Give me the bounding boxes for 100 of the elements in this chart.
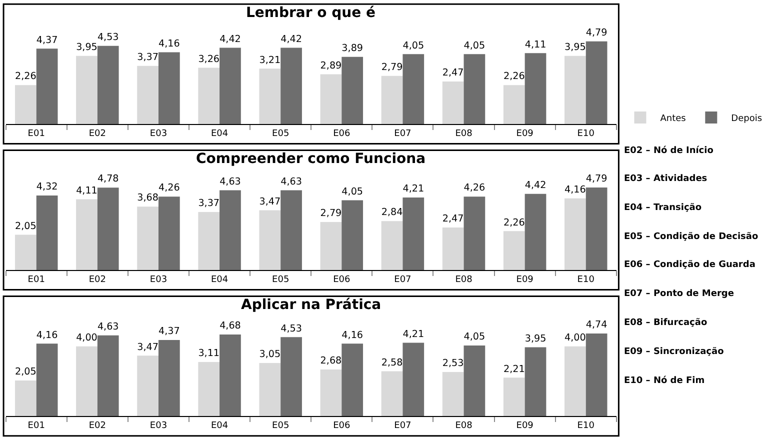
data-label: 3,89 bbox=[342, 43, 363, 54]
text: E03 – Atividades bbox=[624, 174, 708, 184]
legend-label: Depois bbox=[731, 114, 762, 124]
x-tick-label: E03 bbox=[150, 274, 168, 285]
x-tick-label: E01 bbox=[28, 274, 45, 285]
data-label: 3,37 bbox=[137, 52, 158, 64]
data-label: 4,26 bbox=[464, 182, 486, 194]
bar bbox=[198, 362, 220, 416]
bar bbox=[15, 85, 36, 124]
data-label: 4,11 bbox=[524, 39, 546, 50]
text: E04 – Transição bbox=[624, 203, 702, 213]
bar bbox=[220, 334, 241, 416]
bar bbox=[320, 222, 342, 270]
data-label: 4,79 bbox=[586, 28, 608, 39]
bar bbox=[586, 41, 608, 124]
bar bbox=[76, 199, 98, 270]
bar bbox=[320, 74, 342, 124]
bar bbox=[381, 221, 403, 270]
data-label: 4,53 bbox=[280, 323, 302, 334]
data-label: 2,58 bbox=[381, 357, 403, 368]
bar bbox=[158, 340, 180, 416]
data-label: 4,16 bbox=[158, 38, 180, 50]
data-label: 2,84 bbox=[381, 207, 403, 218]
bar bbox=[586, 334, 608, 416]
data-label: 2,89 bbox=[320, 60, 342, 72]
bar bbox=[342, 344, 364, 416]
bar bbox=[524, 194, 546, 270]
data-label: 4,42 bbox=[280, 34, 302, 45]
data-label: 4,21 bbox=[402, 328, 424, 340]
bar bbox=[442, 81, 464, 124]
x-tick-label: E09 bbox=[516, 128, 534, 139]
data-label: 2,79 bbox=[320, 208, 342, 220]
data-label: 4,05 bbox=[342, 186, 363, 198]
bar bbox=[464, 346, 486, 416]
x-tick-label: E02 bbox=[88, 128, 106, 139]
x-tick-label: E10 bbox=[577, 274, 595, 285]
legend-label: Antes bbox=[660, 114, 686, 124]
bar bbox=[280, 48, 302, 124]
text: E10 – Nó de Fim bbox=[624, 375, 705, 386]
data-label: 3,37 bbox=[198, 198, 220, 210]
bar bbox=[36, 48, 58, 124]
text: E05 – Condição de Decisão bbox=[624, 232, 758, 242]
data-label: 2,79 bbox=[381, 62, 403, 74]
data-label: 4,79 bbox=[586, 174, 608, 185]
data-label: 4,68 bbox=[220, 320, 241, 332]
bar bbox=[280, 337, 302, 416]
x-tick-label: E03 bbox=[150, 128, 168, 139]
data-label: 3,47 bbox=[137, 342, 158, 353]
bar bbox=[320, 369, 342, 416]
data-label: 4,05 bbox=[402, 40, 424, 52]
data-label: 2,47 bbox=[442, 68, 464, 79]
x-tick-label: E08 bbox=[455, 421, 473, 431]
text: E08 – Bifurcação bbox=[624, 318, 708, 328]
data-label: 4,74 bbox=[586, 320, 608, 331]
data-label: 3,21 bbox=[259, 54, 281, 66]
x-tick-label: E01 bbox=[28, 421, 45, 431]
bar bbox=[586, 187, 608, 270]
bar bbox=[503, 231, 525, 270]
bar bbox=[402, 54, 424, 124]
x-tick-label: E08 bbox=[455, 128, 473, 139]
bar bbox=[76, 346, 98, 416]
x-tick-label: E07 bbox=[394, 421, 412, 431]
bar bbox=[15, 234, 36, 270]
chart-title: Compreender como Funciona bbox=[196, 151, 426, 167]
bar bbox=[564, 346, 586, 416]
bar bbox=[464, 196, 486, 270]
data-label: 2,26 bbox=[503, 71, 525, 82]
data-label: 3,95 bbox=[524, 333, 546, 344]
bar bbox=[220, 190, 241, 270]
x-tick-label: E07 bbox=[394, 128, 412, 139]
data-label: 2,21 bbox=[503, 364, 525, 375]
bar bbox=[442, 372, 464, 416]
data-label: 2,68 bbox=[320, 356, 342, 367]
bar bbox=[564, 198, 586, 270]
data-label: 4,53 bbox=[97, 32, 119, 43]
chart-title: Lembrar o que é bbox=[246, 5, 376, 21]
x-tick-label: E10 bbox=[577, 128, 595, 139]
data-label: 4,26 bbox=[158, 182, 180, 194]
bar bbox=[15, 380, 36, 416]
text: E07 – Ponto de Merge bbox=[624, 289, 734, 299]
x-tick-label: E06 bbox=[333, 128, 350, 139]
data-label: 4,42 bbox=[220, 34, 241, 45]
bar bbox=[342, 56, 364, 124]
data-label: 2,47 bbox=[442, 214, 464, 225]
bar bbox=[524, 347, 546, 416]
data-label: 3,68 bbox=[137, 192, 158, 204]
data-label: 3,95 bbox=[76, 42, 98, 54]
bar bbox=[97, 46, 119, 124]
bar bbox=[158, 52, 180, 124]
bar bbox=[97, 188, 119, 270]
bar bbox=[381, 76, 403, 124]
x-tick-label: E04 bbox=[210, 421, 228, 431]
x-tick-label: E09 bbox=[516, 274, 534, 285]
data-label: 3,95 bbox=[564, 42, 586, 54]
x-tick-label: E07 bbox=[394, 274, 412, 285]
x-tick-label: E05 bbox=[272, 274, 290, 285]
bar bbox=[198, 212, 220, 270]
x-tick-label: E03 bbox=[150, 421, 168, 431]
data-label: 4,78 bbox=[97, 174, 119, 185]
data-label: 4,05 bbox=[464, 332, 486, 343]
